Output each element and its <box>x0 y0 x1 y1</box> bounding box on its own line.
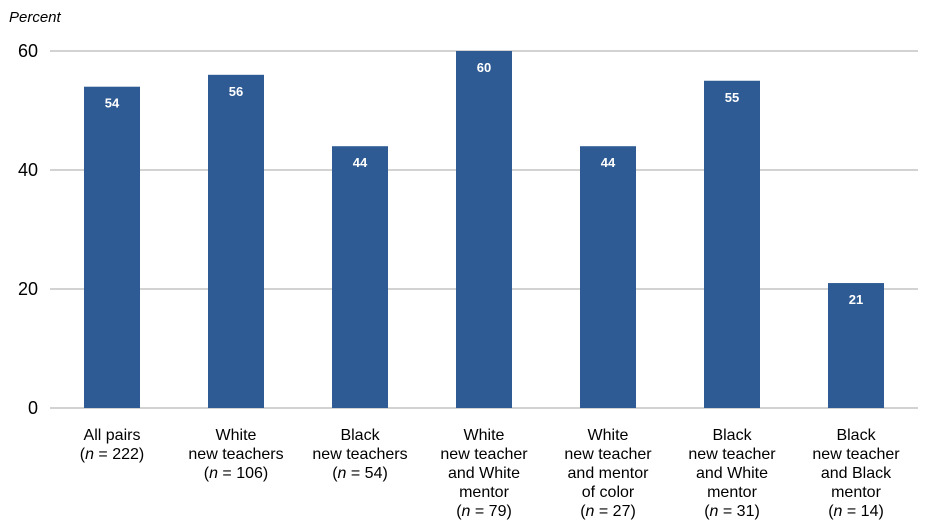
data-label: 21 <box>849 292 863 307</box>
category-label: Black new teacher and Black mentor (n = 14) <box>812 427 900 520</box>
category-label-line: Black <box>836 427 876 444</box>
category-label-line: White <box>588 427 629 444</box>
category-label-line: and Black <box>821 465 892 482</box>
category-label-line: of color <box>582 484 635 501</box>
category-label-line: White <box>216 427 257 444</box>
category-label-line: White <box>464 427 505 444</box>
category-label-line: mentor <box>831 484 881 501</box>
category-label-line: new teacher <box>688 446 776 463</box>
bar <box>332 146 388 408</box>
y-axis-ticks: 0 20 40 60 <box>18 41 38 418</box>
category-label: White new teachers (n = 106) <box>188 427 283 482</box>
category-label-line: All pairs <box>84 427 141 444</box>
category-label-line: Black <box>340 427 380 444</box>
sample-size: 54 <box>365 465 383 482</box>
sample-size: 14 <box>861 503 879 520</box>
sample-size: 27 <box>613 503 631 520</box>
data-label: 60 <box>477 60 491 75</box>
bar <box>456 51 512 408</box>
category-label-line: Black <box>712 427 752 444</box>
bars <box>84 51 884 409</box>
y-tick-label: 40 <box>18 160 38 180</box>
y-tick-label: 0 <box>28 398 38 418</box>
bar <box>208 74 264 409</box>
category-label-line: mentor <box>707 484 757 501</box>
category-label-line: and White <box>696 465 768 482</box>
bar <box>828 283 884 408</box>
sample-size: 106 <box>236 465 263 482</box>
category-label: All pairs (n = 222) <box>80 427 145 463</box>
category-label-line: new teacher <box>812 446 900 463</box>
category-label-line: new teachers <box>312 446 407 463</box>
data-label: 44 <box>353 155 368 170</box>
data-label: 54 <box>105 96 120 111</box>
category-labels: All pairs (n = 222)White new teachers (n = … <box>80 427 901 520</box>
category-label-line: new teachers <box>188 446 283 463</box>
bar <box>580 146 636 408</box>
category-label-line: new teacher <box>564 446 652 463</box>
y-axis-label: Percent <box>9 9 62 26</box>
data-label: 56 <box>229 84 243 99</box>
category-label-line: mentor <box>459 484 509 501</box>
y-tick-label: 20 <box>18 279 38 299</box>
category-label-line: and mentor <box>568 465 650 482</box>
category-label: White new teacher and mentor of color (n = 2… <box>564 427 652 520</box>
category-label-line: and White <box>448 465 520 482</box>
sample-size: 31 <box>737 503 755 520</box>
y-tick-label: 60 <box>18 41 38 61</box>
category-label: Black new teachers (n = 54) <box>312 427 407 482</box>
bar <box>704 80 760 408</box>
data-label: 55 <box>725 90 739 105</box>
data-label: 44 <box>601 155 616 170</box>
category-label: White new teacher and White mentor (n = 79) <box>440 427 528 520</box>
data-labels: 54 56 44 60 44 55 21 <box>105 60 863 307</box>
category-label-line: new teacher <box>440 446 528 463</box>
category-label: Black new teacher and White mentor (n = 31) <box>688 427 776 520</box>
sample-size: 79 <box>489 503 507 520</box>
sample-size: 222 <box>112 446 139 463</box>
bar <box>84 86 140 408</box>
